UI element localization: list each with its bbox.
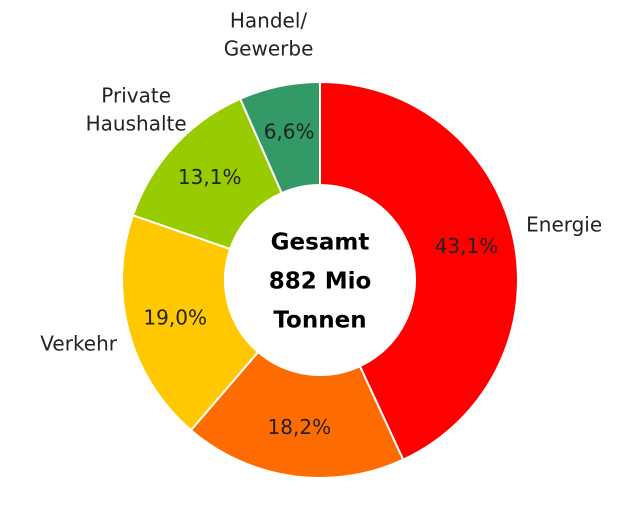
category-label: Energie xyxy=(526,213,602,237)
slice xyxy=(189,350,405,479)
data-label: 6,6% xyxy=(264,120,315,144)
data-label: 43,1% xyxy=(435,234,499,258)
data-label: 19,0% xyxy=(143,306,207,330)
category-label: Private Haushalte xyxy=(86,83,187,135)
data-label: 13,1% xyxy=(178,165,242,189)
center-label: Tonnen xyxy=(273,308,366,334)
slice xyxy=(319,80,519,462)
slice xyxy=(121,214,260,432)
category-label: Verkehr xyxy=(40,332,118,356)
category-label: Handel/Gewerbe xyxy=(224,8,314,60)
center-label: 882 Mio xyxy=(269,269,372,295)
center-label: Gesamt xyxy=(271,230,370,256)
data-label: 18,2% xyxy=(268,415,332,439)
slice xyxy=(238,80,321,195)
